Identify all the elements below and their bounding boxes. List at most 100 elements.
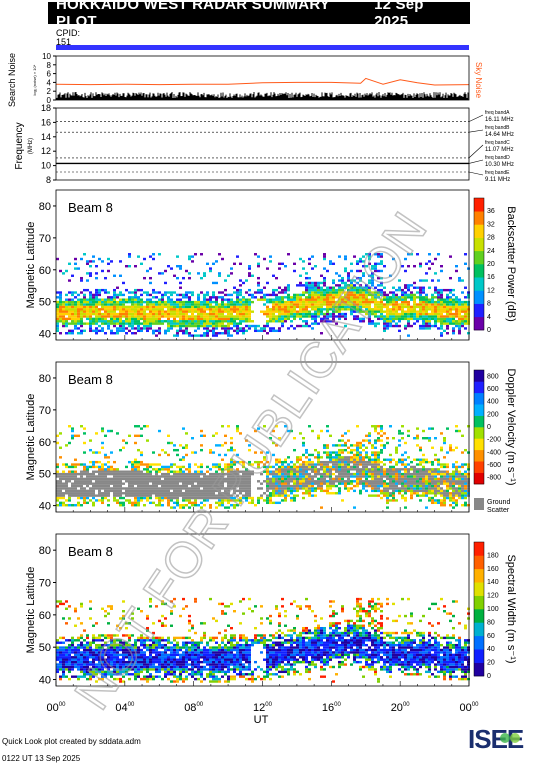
data-cell (170, 470, 173, 473)
data-cell (359, 480, 362, 483)
data-cell (290, 303, 293, 306)
data-cell (164, 303, 167, 306)
data-cell (338, 315, 341, 318)
data-cell (158, 317, 161, 321)
data-cell (116, 492, 119, 495)
data-cell (173, 501, 176, 505)
data-cell (389, 460, 392, 464)
data-cell (353, 310, 356, 313)
data-cell (206, 291, 209, 294)
data-cell (131, 504, 134, 507)
data-cell (173, 291, 176, 294)
data-cell (194, 315, 197, 318)
data-cell (179, 267, 182, 270)
data-cell (341, 303, 344, 306)
data-cell (152, 310, 155, 313)
data-cell (137, 305, 140, 309)
data-cell (206, 484, 209, 488)
data-cell (95, 288, 98, 292)
data-cell (104, 489, 107, 493)
data-cell (257, 255, 260, 258)
data-cell (398, 480, 401, 483)
data-cell (137, 255, 140, 258)
data-cell (167, 434, 170, 438)
data-cell (422, 296, 425, 299)
data-cell (119, 626, 122, 630)
data-cell (179, 487, 182, 490)
data-cell (413, 480, 416, 483)
data-cell (368, 291, 371, 294)
data-cell (335, 300, 338, 304)
data-cell (311, 286, 314, 289)
data-cell (128, 324, 131, 328)
data-cell (191, 489, 194, 493)
data-cell (134, 441, 137, 445)
data-cell (398, 429, 401, 433)
data-cell (365, 296, 368, 299)
data-cell (290, 492, 293, 495)
data-cell (218, 444, 221, 447)
data-cell (389, 298, 392, 301)
ground-scatter-label: Ground (487, 499, 510, 506)
data-cell (128, 255, 131, 258)
data-cell (392, 291, 395, 294)
data-cell (407, 487, 410, 490)
data-cell (80, 291, 83, 294)
data-cell (383, 291, 386, 294)
data-cell (332, 492, 335, 495)
data-cell (389, 468, 392, 471)
data-cell (359, 470, 362, 473)
data-cell (221, 317, 224, 321)
cpid-label: CPID: (56, 28, 80, 38)
data-cell (227, 303, 230, 306)
data-cell (113, 300, 116, 304)
data-cell (287, 472, 290, 476)
data-cell (323, 477, 326, 481)
data-cell (77, 617, 80, 620)
data-cell (404, 269, 407, 273)
data-cell (101, 668, 104, 671)
data-cell (227, 475, 230, 478)
data-cell (419, 298, 422, 301)
data-cell (164, 482, 167, 485)
data-cell (377, 308, 380, 311)
data-cell (74, 463, 77, 466)
data-cell (248, 303, 251, 306)
data-cell (374, 322, 377, 325)
data-cell (185, 322, 188, 325)
data-cell (323, 470, 326, 473)
data-cell (215, 501, 218, 505)
data-cell (317, 458, 320, 461)
data-cell (137, 470, 140, 473)
data-cell (380, 300, 383, 304)
data-cell (122, 281, 125, 285)
data-cell (176, 308, 179, 311)
data-cell (227, 332, 230, 335)
data-cell (464, 470, 467, 473)
data-cell (248, 480, 251, 483)
data-cell (191, 305, 194, 309)
data-cell (449, 296, 452, 299)
data-cell (425, 272, 428, 275)
data-cell (383, 305, 386, 309)
data-cell (389, 472, 392, 476)
data-cell (125, 322, 128, 325)
data-cell (59, 305, 62, 309)
data-cell (146, 487, 149, 490)
data-cell (305, 324, 308, 328)
data-cell (281, 324, 284, 328)
data-cell (176, 492, 179, 495)
data-cell (380, 480, 383, 483)
data-cell (374, 480, 377, 483)
data-cell (320, 274, 323, 277)
data-cell (152, 288, 155, 292)
data-cell (206, 317, 209, 321)
data-cell (95, 296, 98, 299)
data-cell (332, 468, 335, 471)
data-cell (191, 475, 194, 478)
data-cell (170, 308, 173, 311)
data-cell (401, 458, 404, 461)
data-cell (326, 492, 329, 495)
data-cell (422, 465, 425, 469)
data-cell (125, 656, 128, 659)
